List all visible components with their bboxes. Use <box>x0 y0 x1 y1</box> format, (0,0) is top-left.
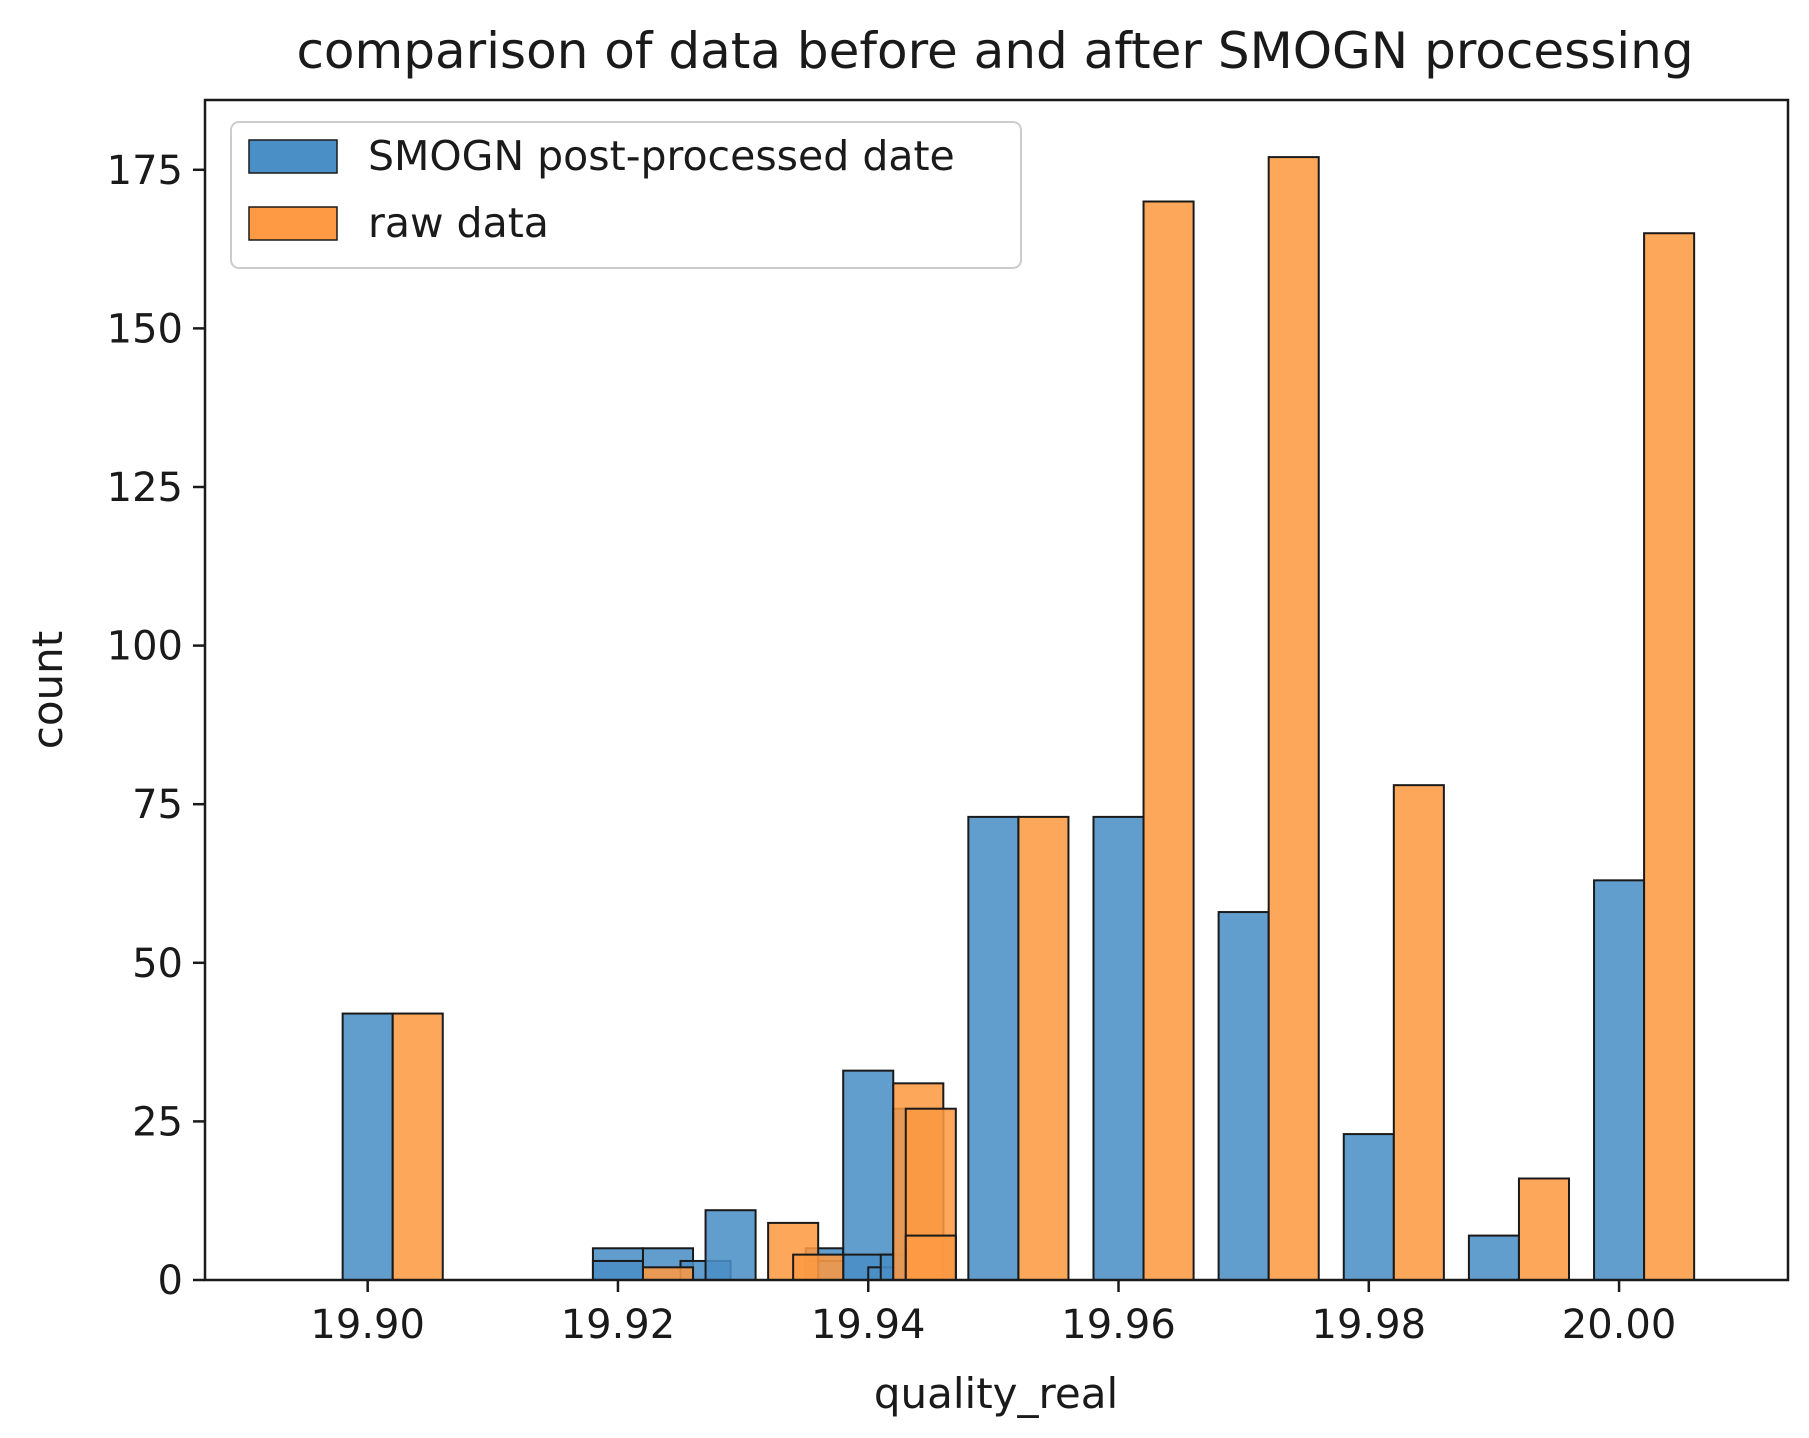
bar-raw-data <box>1392 784 1445 1282</box>
bar-smogn <box>967 815 1020 1281</box>
bar-smogn <box>1342 1133 1395 1282</box>
x-tick-label: 19.96 <box>1061 1302 1176 1348</box>
y-tick-label: 100 <box>107 624 183 670</box>
bar-raw-data <box>641 1266 695 1281</box>
bar-smogn <box>341 1012 394 1281</box>
bar-raw-data <box>1267 156 1320 1281</box>
y-tick-label: 125 <box>107 465 183 511</box>
x-tick-label: 19.98 <box>1312 1302 1427 1348</box>
bar-smogn <box>1092 815 1145 1281</box>
x-tick-label: 19.92 <box>561 1302 676 1348</box>
bar-smogn <box>1467 1234 1520 1282</box>
y-axis-ticks: 0 25 50 75 100 125 150 175 <box>107 148 205 1304</box>
y-tick-label: 0 <box>158 1258 183 1304</box>
chart-title: comparison of data before and after SMOG… <box>296 22 1693 80</box>
bars-layer <box>341 156 1696 1282</box>
y-tick-label: 75 <box>132 782 183 828</box>
y-tick-label: 150 <box>107 306 183 352</box>
x-tick-label: 20.00 <box>1562 1302 1677 1348</box>
x-tick-label: 19.90 <box>310 1302 425 1348</box>
legend-swatch-smogn <box>248 139 338 174</box>
legend-swatch-raw-data <box>248 206 338 241</box>
bar-smogn <box>1217 911 1270 1282</box>
bar-raw-data <box>904 1234 957 1282</box>
x-axis-ticks: 19.90 19.92 19.94 19.96 19.98 20.00 <box>310 1280 1676 1348</box>
bar-smogn <box>1593 879 1646 1281</box>
bar-raw-data <box>1643 232 1696 1281</box>
y-tick-label: 50 <box>132 941 183 987</box>
bar-raw-data <box>1142 200 1195 1281</box>
bar-raw-data <box>1017 815 1070 1281</box>
plot-frame <box>203 98 1790 1282</box>
legend: SMOGN post-processed date raw data <box>230 121 1022 269</box>
y-tick-label: 25 <box>132 1099 183 1145</box>
legend-label-raw-data: raw data <box>368 199 549 247</box>
bar-raw-data <box>792 1253 845 1282</box>
bar-smogn <box>842 1069 895 1281</box>
bar-smogn <box>591 1259 644 1282</box>
y-axis-label: count <box>23 631 72 750</box>
bar-raw-data <box>1517 1177 1571 1282</box>
bar-raw-data <box>391 1012 444 1281</box>
bar-smogn <box>704 1209 757 1282</box>
x-axis-label: quality_real <box>874 1369 1118 1418</box>
legend-label-smogn: SMOGN post-processed date <box>368 132 955 180</box>
y-tick-label: 175 <box>107 148 183 194</box>
x-tick-label: 19.94 <box>811 1302 926 1348</box>
legend-box <box>230 121 1022 269</box>
